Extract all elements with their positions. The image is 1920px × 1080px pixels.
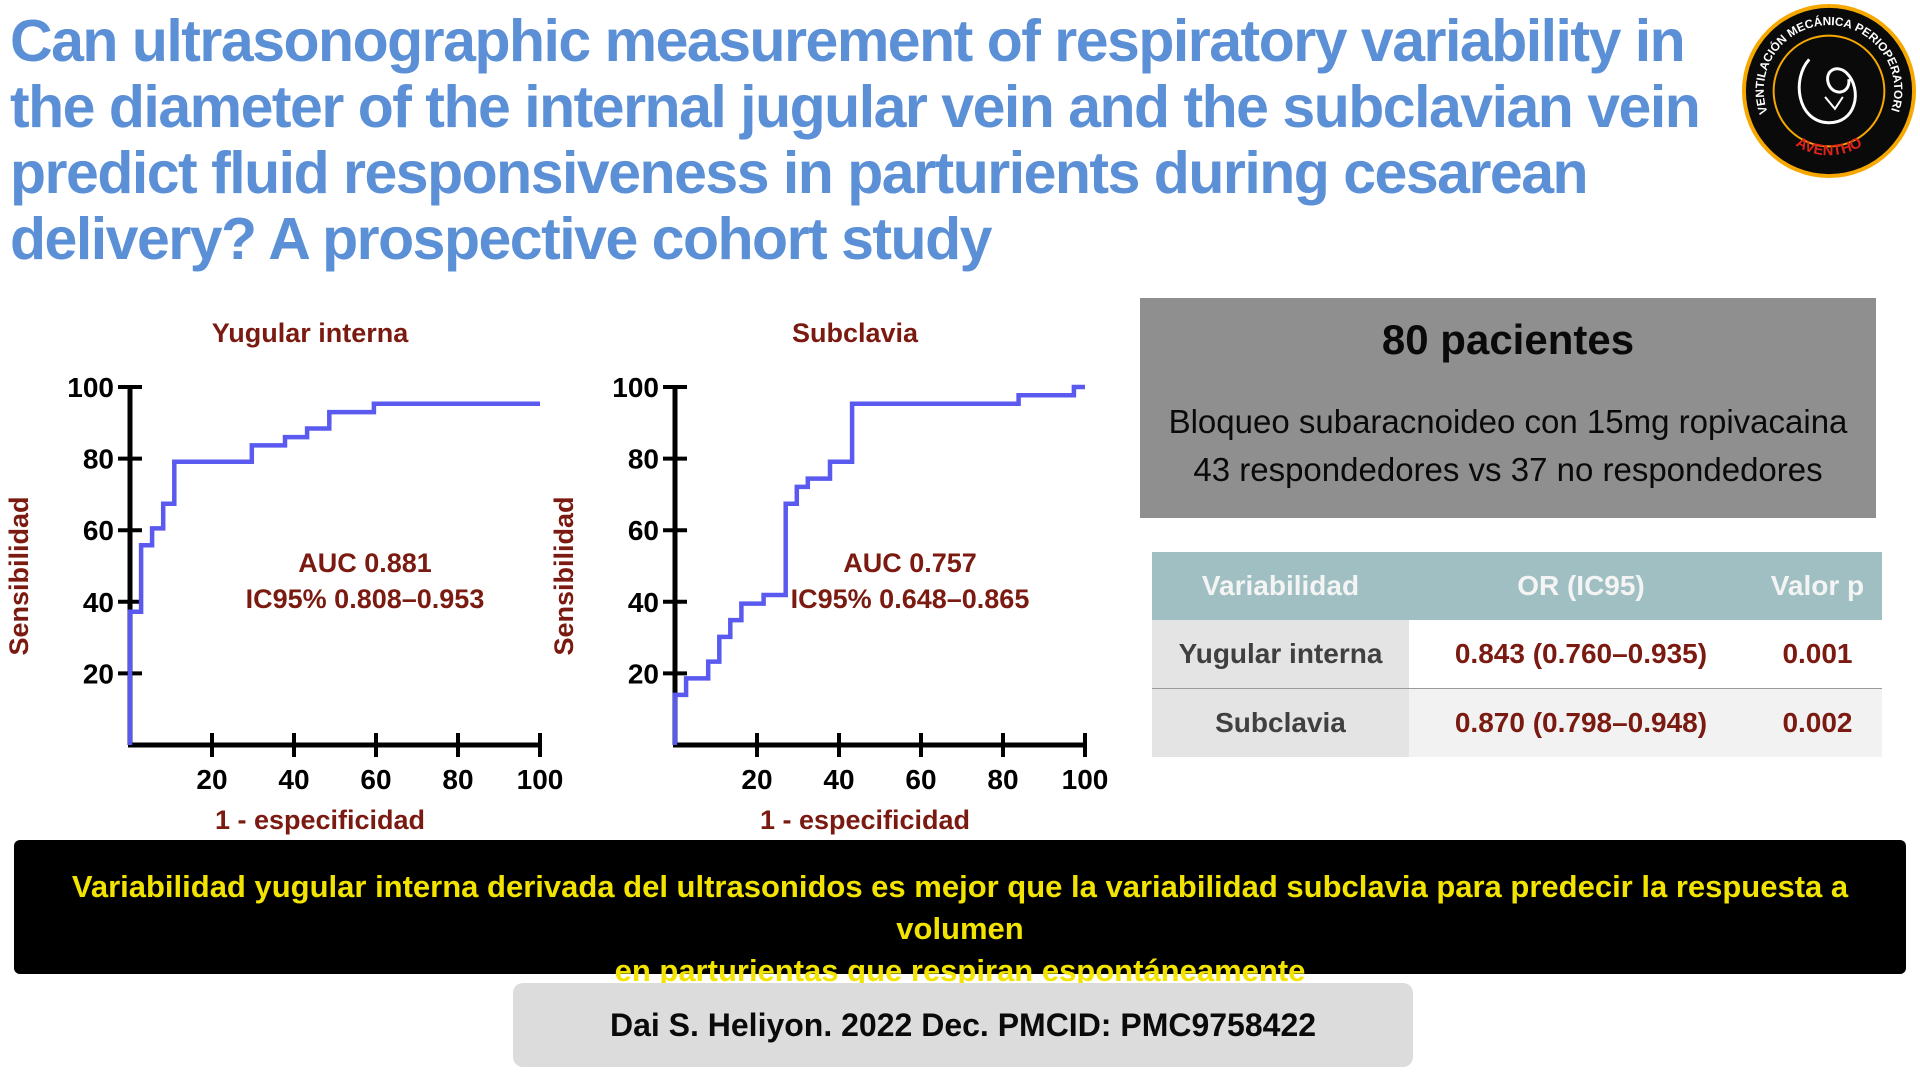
header-or: OR (IC95): [1409, 552, 1753, 620]
x-tick-label: 80: [987, 764, 1018, 795]
conclusion-line-2: en parturientas que respiran espontáneam…: [614, 953, 1306, 988]
y-tick-label: 100: [67, 372, 114, 403]
y-axis-label: Sensibilidad: [549, 496, 579, 655]
anesthesia-description: Bloqueo subaracnoideo con 15mg ropivacai…: [1168, 403, 1848, 440]
row-or: 0.843 (0.760–0.935): [1409, 620, 1753, 689]
auc-annotation: AUC 0.881: [298, 548, 432, 578]
patients-summary-box: 80 pacientes Bloqueo subaracnoideo con 1…: [1140, 298, 1876, 518]
chart-title: Subclavia: [792, 318, 919, 348]
x-tick-label: 100: [517, 764, 564, 795]
infographic-title: Can ultrasonographic measurement of resp…: [10, 8, 1701, 272]
odds-ratio-table: Variabilidad OR (IC95) Valor p Yugular i…: [1152, 552, 1882, 757]
roc-curve: [672, 384, 1085, 745]
y-tick-label: 60: [83, 515, 114, 546]
x-tick-label: 60: [905, 764, 936, 795]
table-header-row: Variabilidad OR (IC95) Valor p: [1152, 552, 1882, 620]
header-variabilidad: Variabilidad: [1152, 552, 1409, 620]
y-tick-label: 80: [83, 444, 114, 475]
y-tick-label: 100: [612, 372, 659, 403]
x-tick-label: 40: [823, 764, 854, 795]
y-tick-label: 60: [628, 515, 659, 546]
x-tick-label: 20: [196, 764, 227, 795]
y-tick-label: 40: [83, 587, 114, 618]
chart-title: Yugular interna: [212, 318, 410, 348]
x-tick-label: 40: [278, 764, 309, 795]
patients-count: 80 pacientes: [1381, 316, 1635, 363]
y-tick-label: 80: [628, 444, 659, 475]
conclusion-banner: Variabilidad yugular interna derivada de…: [14, 840, 1906, 988]
x-tick-label: 60: [360, 764, 391, 795]
auc-annotation: IC95% 0.648–0.865: [791, 584, 1030, 614]
roc-chart-yugular: Yugular interna 20 40 60 80 100 20 40 60 80 100 1 -…: [0, 300, 563, 840]
table-row: Yugular interna 0.843 (0.760–0.935) 0.00…: [1152, 620, 1882, 689]
x-tick-label: 100: [1062, 764, 1109, 795]
roc-curve: [127, 401, 540, 745]
auc-annotation: AUC 0.757: [843, 548, 977, 578]
x-tick-label: 80: [442, 764, 473, 795]
y-tick-label: 20: [83, 658, 114, 689]
row-label: Subclavia: [1152, 688, 1409, 757]
x-tick-label: 20: [741, 764, 772, 795]
table-row: Subclavia 0.870 (0.798–0.948) 0.002: [1152, 688, 1882, 757]
conclusion-line-1: Variabilidad yugular interna derivada de…: [71, 869, 1849, 946]
row-label: Yugular interna: [1152, 620, 1409, 689]
auc-annotation: IC95% 0.808–0.953: [246, 584, 485, 614]
y-tick-label: 40: [628, 587, 659, 618]
citation: Dai S. Heliyon. 2022 Dec. PMCID: PMC9758…: [513, 983, 1413, 1067]
y-tick-label: 20: [628, 658, 659, 689]
responders-description: 43 respondedores vs 37 no respondedores: [1193, 451, 1823, 488]
x-axis-label: 1 - especificidad: [215, 805, 425, 835]
y-axis-label: Sensibilidad: [4, 496, 34, 655]
row-p: 0.002: [1752, 688, 1882, 757]
row-or: 0.870 (0.798–0.948): [1409, 688, 1753, 757]
header-p: Valor p: [1752, 552, 1882, 620]
x-axis-label: 1 - especificidad: [760, 805, 970, 835]
roc-chart-subclavia: Subclavia 20 40 60 80 100 20 40 60 80 100 1 - espec…: [545, 300, 1108, 840]
row-p: 0.001: [1752, 620, 1882, 689]
